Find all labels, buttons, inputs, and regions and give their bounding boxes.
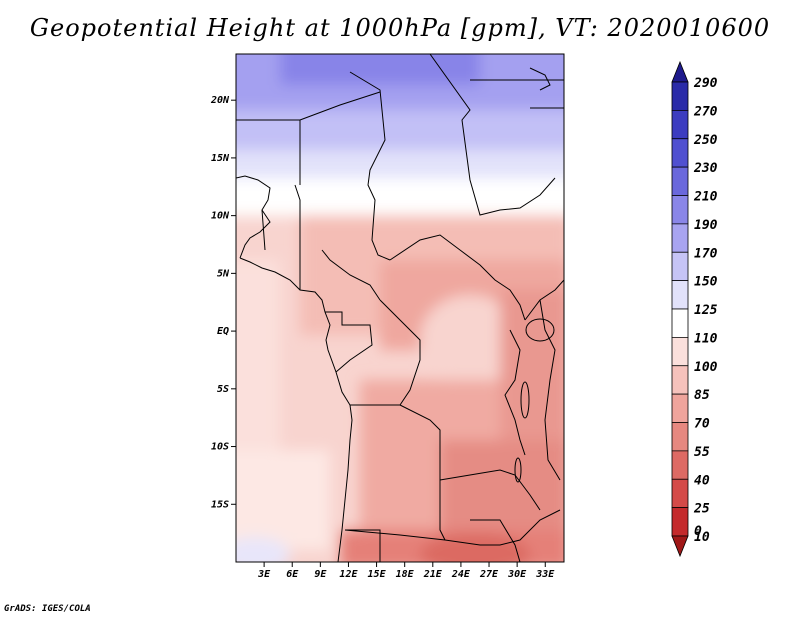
- colorbar-swatch: [671, 109, 689, 140]
- lon-tick-label: 18E: [396, 569, 415, 580]
- colorbar-label: 0: [694, 524, 702, 539]
- lat-tick-label: 10S: [211, 442, 229, 453]
- colorbar-label: 125: [694, 303, 718, 318]
- colorbar-label: 170: [694, 246, 718, 261]
- colorbar: 2902702502302101901701501251101008570554…: [671, 60, 718, 558]
- colorbar-label: 70: [694, 417, 710, 432]
- colorbar-label: 25: [693, 502, 710, 517]
- colorbar-label: 270: [693, 104, 718, 119]
- colorbar-label: 230: [693, 161, 718, 176]
- colorbar-swatch: [671, 507, 689, 537]
- lon-tick-label: 12E: [339, 569, 358, 580]
- colorbar-swatch: [671, 478, 689, 509]
- colorbar-swatch: [671, 280, 689, 310]
- colorbar-swatch: [671, 195, 689, 225]
- lon-tick-label: 33E: [535, 569, 555, 580]
- colorbar-swatch: [671, 308, 689, 338]
- colorbar-swatch: [671, 60, 689, 83]
- lon-tick-label: 24E: [451, 569, 471, 580]
- colorbar-swatch: [671, 166, 689, 196]
- lat-tick-label: 20N: [210, 95, 230, 106]
- lon-tick-label: 9E: [314, 569, 327, 580]
- height-field: [236, 54, 564, 562]
- lat-tick-label: 15S: [211, 499, 229, 510]
- lon-tick-label: 3E: [257, 569, 271, 580]
- colorbar-label: 150: [694, 275, 718, 290]
- lon-tick-label: 21E: [423, 569, 443, 580]
- lat-tick-label: 15N: [211, 153, 230, 164]
- colorbar-label: 190: [694, 218, 718, 233]
- colorbar-swatch: [671, 393, 689, 423]
- colorbar-label: 250: [693, 133, 718, 148]
- colorbar-label: 40: [694, 473, 710, 488]
- colorbar-label: 85: [694, 388, 710, 403]
- colorbar-swatch: [671, 336, 689, 367]
- longitude-axis: 3E 6E 9E 12E 15E 18E 21E 24E 27E 30E 33E: [257, 562, 555, 580]
- colorbar-swatch: [671, 251, 689, 282]
- colorbar-swatch: [671, 450, 689, 480]
- colorbar-label: 290: [693, 76, 718, 91]
- lon-tick-label: 6E: [286, 569, 299, 580]
- colorbar-label: 100: [694, 360, 718, 375]
- colorbar-label: 10: [694, 530, 710, 545]
- colorbar-label: 55: [694, 445, 710, 460]
- colorbar-swatch: [671, 223, 689, 253]
- latitude-axis: 20N 15N 10N 5N EQ 5S 10S 15S: [210, 95, 236, 510]
- credit-text: GrADS: IGES/COLA: [4, 604, 91, 614]
- colorbar-swatch: [671, 138, 689, 168]
- lat-tick-label: 5N: [217, 268, 230, 279]
- lon-tick-label: 30E: [507, 569, 527, 580]
- chart-title: Geopotential Height at 1000hPa [gpm], VT…: [29, 14, 771, 42]
- colorbar-swatch: [671, 365, 689, 395]
- lat-tick-label: EQ: [217, 326, 229, 337]
- colorbar-label: 110: [694, 331, 718, 346]
- colorbar-label: 210: [693, 190, 718, 205]
- colorbar-swatch: [671, 422, 689, 452]
- country-borders: [236, 54, 564, 562]
- map-frame: [235, 53, 565, 563]
- lon-tick-label: 15E: [368, 569, 387, 580]
- lat-tick-label: 10N: [211, 211, 230, 222]
- lon-tick-label: 27E: [479, 569, 499, 580]
- colorbar-swatch: [671, 81, 689, 111]
- lat-tick-label: 5S: [217, 384, 229, 395]
- colorbar-swatch: [671, 535, 689, 558]
